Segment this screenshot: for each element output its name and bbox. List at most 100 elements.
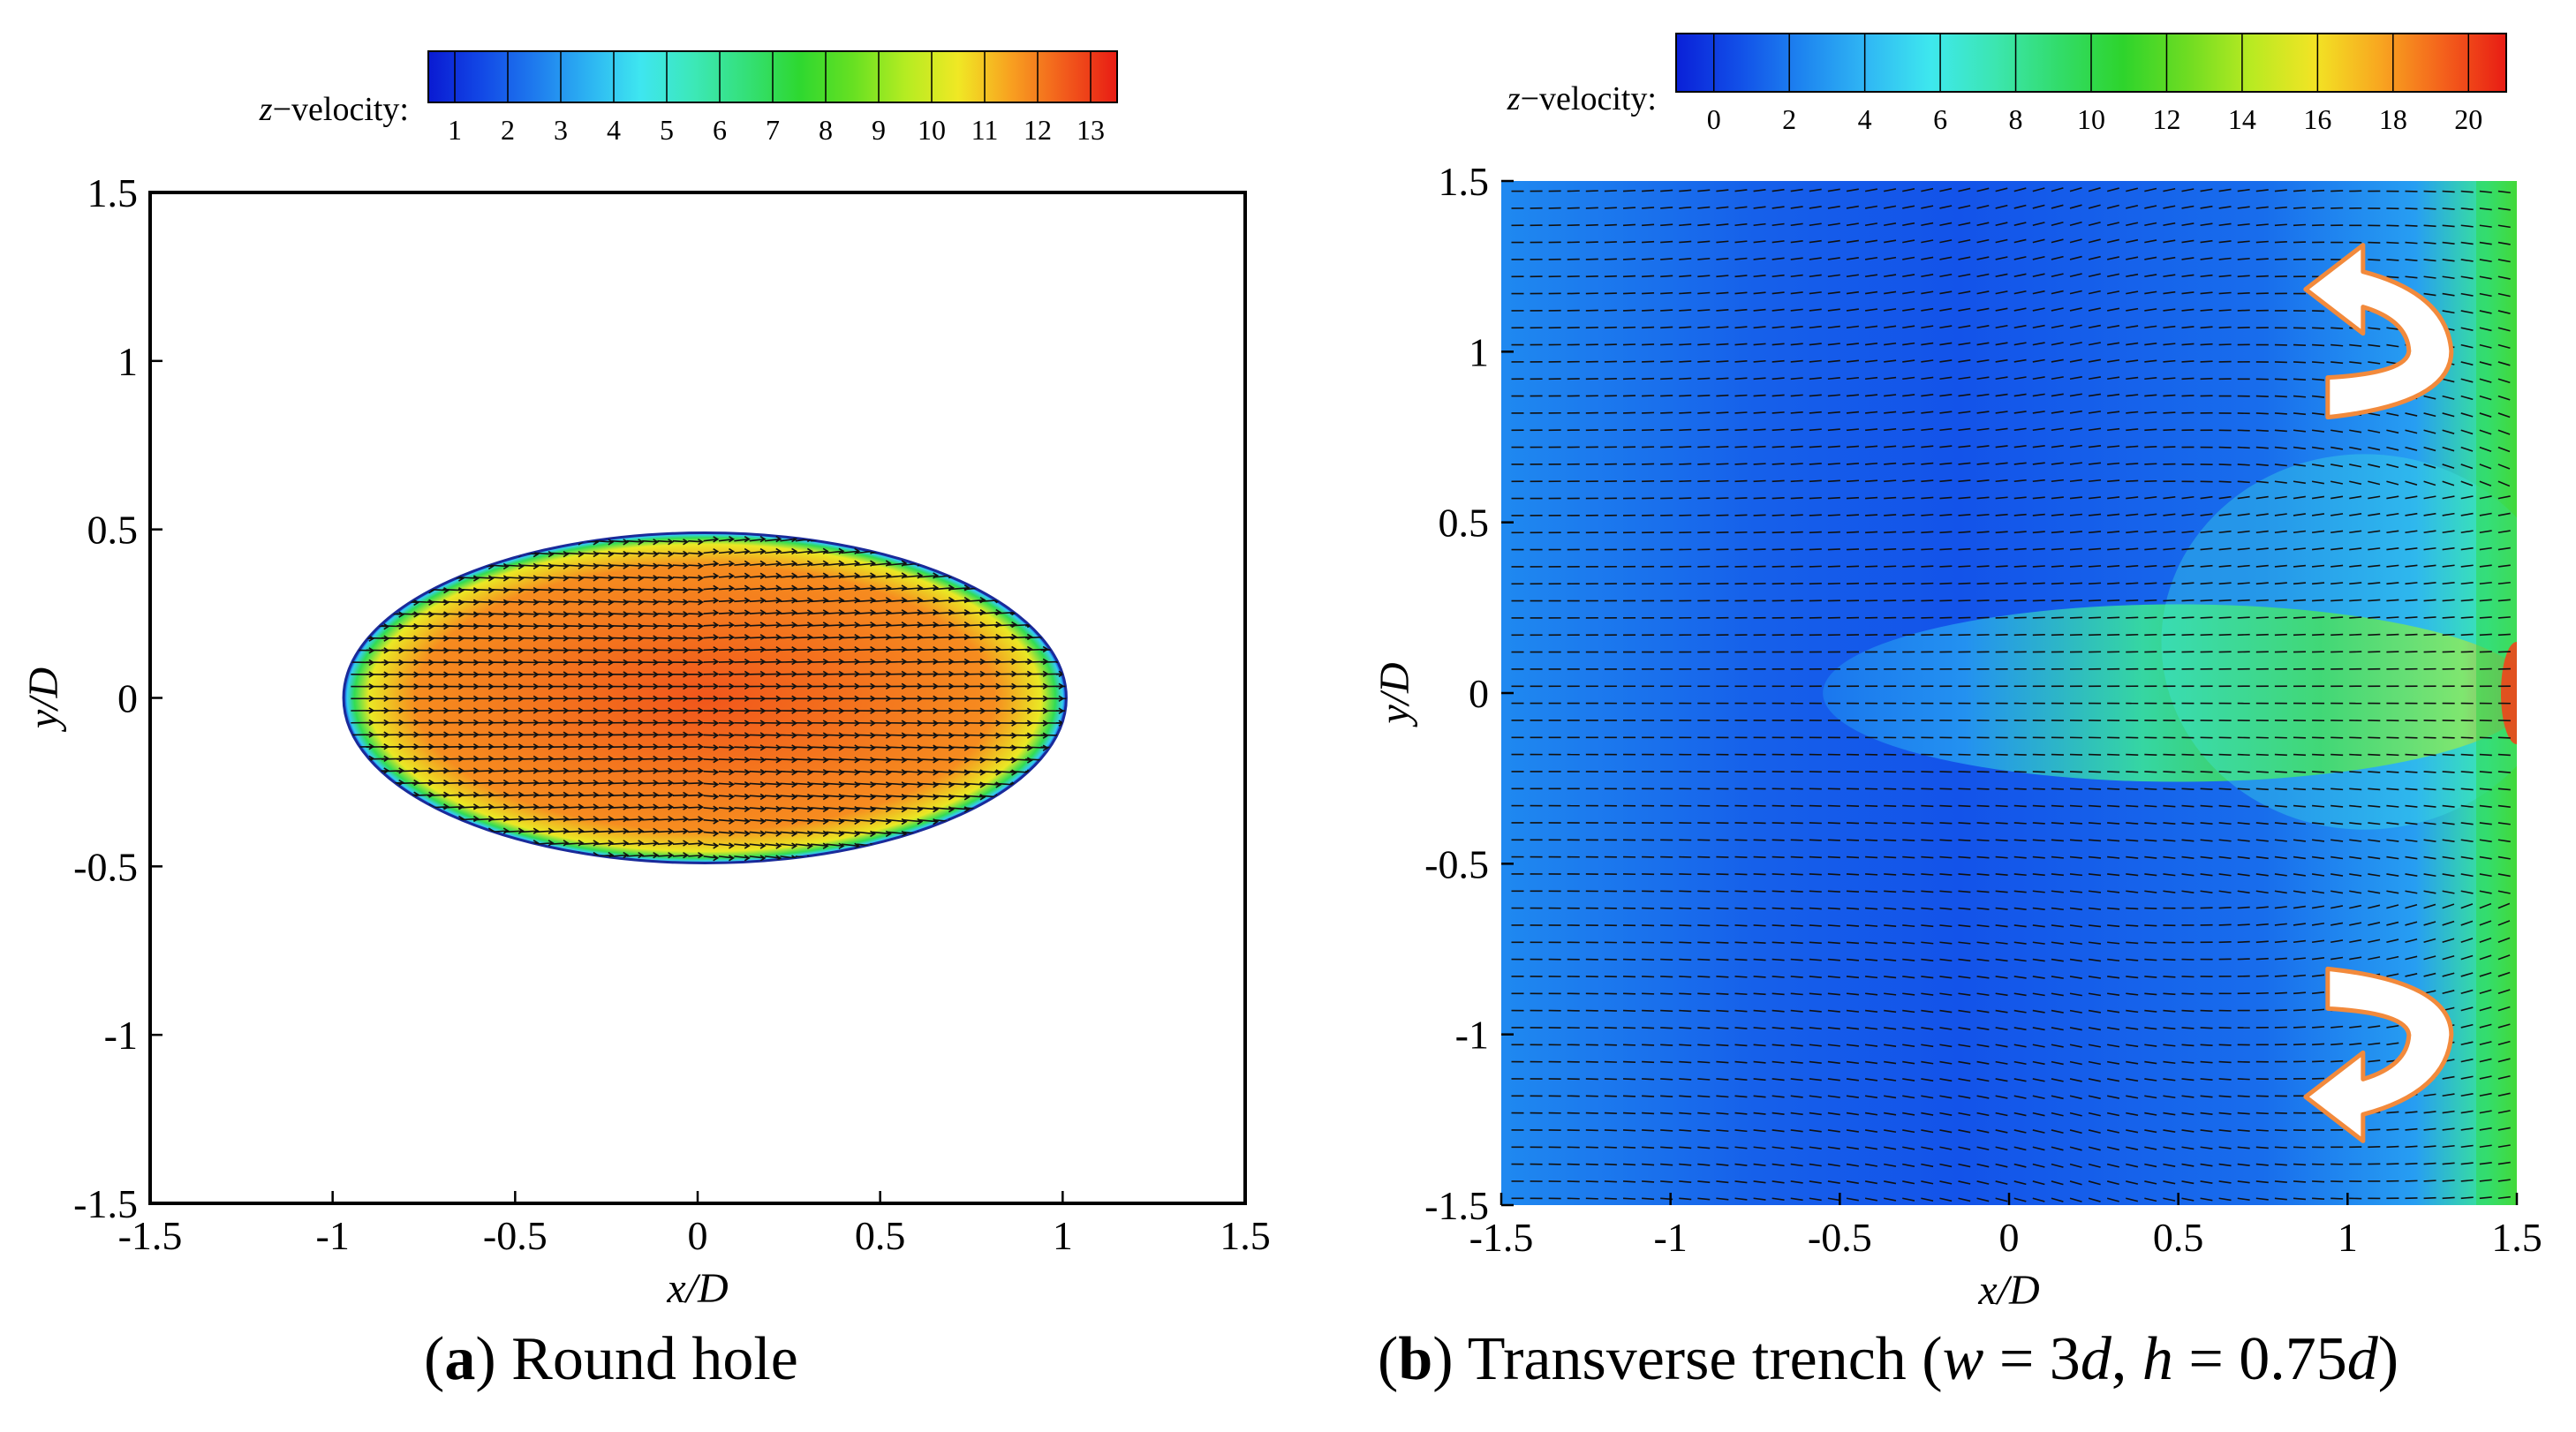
vector-arrow [795, 843, 812, 847]
vector-arrow [2255, 547, 2269, 551]
vector-arrow [2330, 480, 2344, 485]
vector-arrow-head [838, 830, 845, 838]
vector-arrow-head [744, 597, 751, 604]
vector-arrow-head [383, 839, 390, 847]
vector-arrow [381, 577, 404, 579]
vector-arrow [1865, 873, 1878, 876]
vector-arrow [2293, 564, 2307, 568]
vector-arrow [1697, 1197, 1711, 1201]
vector-arrow-head [683, 539, 690, 546]
vector-arrow [933, 855, 954, 860]
vector-arrow [1604, 1180, 1617, 1183]
vector-arrow [642, 781, 658, 785]
vector-arrow-head [487, 851, 495, 859]
vector-arrow [1827, 992, 1840, 996]
vector-arrow [1753, 1197, 1766, 1201]
vector-arrow [580, 625, 598, 628]
vector-arrow-head [653, 840, 660, 847]
vector-arrow [2330, 839, 2344, 842]
vector-arrow [2051, 496, 2064, 500]
vector-arrow-head [1075, 622, 1079, 627]
vector-arrow-head [775, 830, 782, 837]
vector-arrow [596, 625, 613, 628]
vector-arrow [1958, 1060, 1971, 1065]
vector-arrow [795, 648, 812, 652]
vector-arrow [1025, 782, 1048, 786]
vector-arrow [2497, 530, 2511, 534]
vector-arrow [488, 539, 509, 543]
vector-arrow [1679, 976, 1692, 978]
vector-arrow [2460, 530, 2474, 534]
vector-arrow [2368, 890, 2381, 894]
vector-arrow [2144, 616, 2157, 619]
vector-arrow [2144, 496, 2157, 500]
vector-arrow [2032, 992, 2045, 997]
vector-arrow [979, 574, 1001, 578]
vector-arrow [841, 782, 859, 786]
vector-arrow [2312, 1008, 2325, 1012]
vector-arrow [1642, 1009, 1655, 1013]
vector-arrow [1716, 976, 1729, 978]
vector-arrow-head [533, 586, 540, 594]
vector-arrow [1753, 1112, 1766, 1115]
vector-arrow-head [443, 851, 450, 858]
vector-arrow [2460, 512, 2474, 516]
vector-arrow [857, 807, 875, 810]
vector-arrow [2497, 971, 2511, 977]
vector-arrow [795, 782, 812, 786]
vector-arrow-head [698, 731, 705, 738]
vector-arrow [2126, 855, 2139, 859]
vector-arrow [1995, 822, 2008, 825]
vector-arrow [1902, 890, 1915, 893]
vector-arrow [672, 600, 688, 603]
vector-arrow-head [963, 621, 971, 629]
vector-arrow-head [368, 767, 375, 774]
vector-arrow [2181, 1027, 2195, 1029]
vector-arrow-head [383, 611, 390, 618]
vector-arrow [534, 818, 554, 821]
vector-arrow [2051, 976, 2064, 979]
vector-arrow-head [683, 599, 690, 606]
vector-arrow [488, 552, 509, 555]
vector-arrow [2051, 1078, 2064, 1082]
vector-arrow [2423, 1180, 2436, 1182]
vector-arrow-head [1042, 818, 1049, 825]
colorbar-tick-label: 3 [554, 114, 568, 146]
vector-arrow [2107, 753, 2120, 756]
vector-arrow [1040, 574, 1063, 578]
vector-arrow-head [744, 842, 751, 849]
vector-arrow [2255, 616, 2269, 619]
vector-arrow [1902, 941, 1915, 945]
vector-arrow [1846, 924, 1860, 927]
vector-arrow [918, 818, 938, 823]
vector-arrow [2497, 989, 2511, 995]
vector-field [1511, 186, 2511, 1202]
vector-arrow [1827, 924, 1840, 927]
vector-arrow-head [963, 842, 971, 850]
vector-arrow-head [608, 550, 615, 558]
vector-arrow [534, 830, 554, 833]
vector-arrow-head [668, 562, 675, 569]
vector-arrow [2032, 890, 2045, 893]
vector-arrow [2144, 804, 2157, 808]
vector-arrow [2274, 1009, 2287, 1012]
vector-arrow-head [759, 547, 767, 555]
vector-arrow [749, 770, 766, 773]
vector-arrow [1771, 992, 1785, 996]
vector-arrow [903, 855, 922, 860]
vector-arrow [2013, 1112, 2027, 1117]
vector-arrow [381, 818, 404, 821]
vector-arrow [2200, 547, 2213, 551]
vector-arrow [1976, 941, 1990, 945]
vector-arrow [580, 770, 598, 773]
vector-arrow [1976, 771, 1990, 773]
vector-arrow [2032, 1009, 2045, 1014]
vector-arrow [1622, 992, 1636, 995]
vector-arrow-head [1011, 855, 1017, 863]
vector-arrow [887, 795, 907, 798]
vector-arrow-head [668, 791, 675, 799]
vector-arrow [2163, 1129, 2176, 1133]
vector-arrow [872, 648, 891, 652]
vector-arrow [2405, 1127, 2418, 1131]
vector-arrow-head [1075, 585, 1079, 591]
